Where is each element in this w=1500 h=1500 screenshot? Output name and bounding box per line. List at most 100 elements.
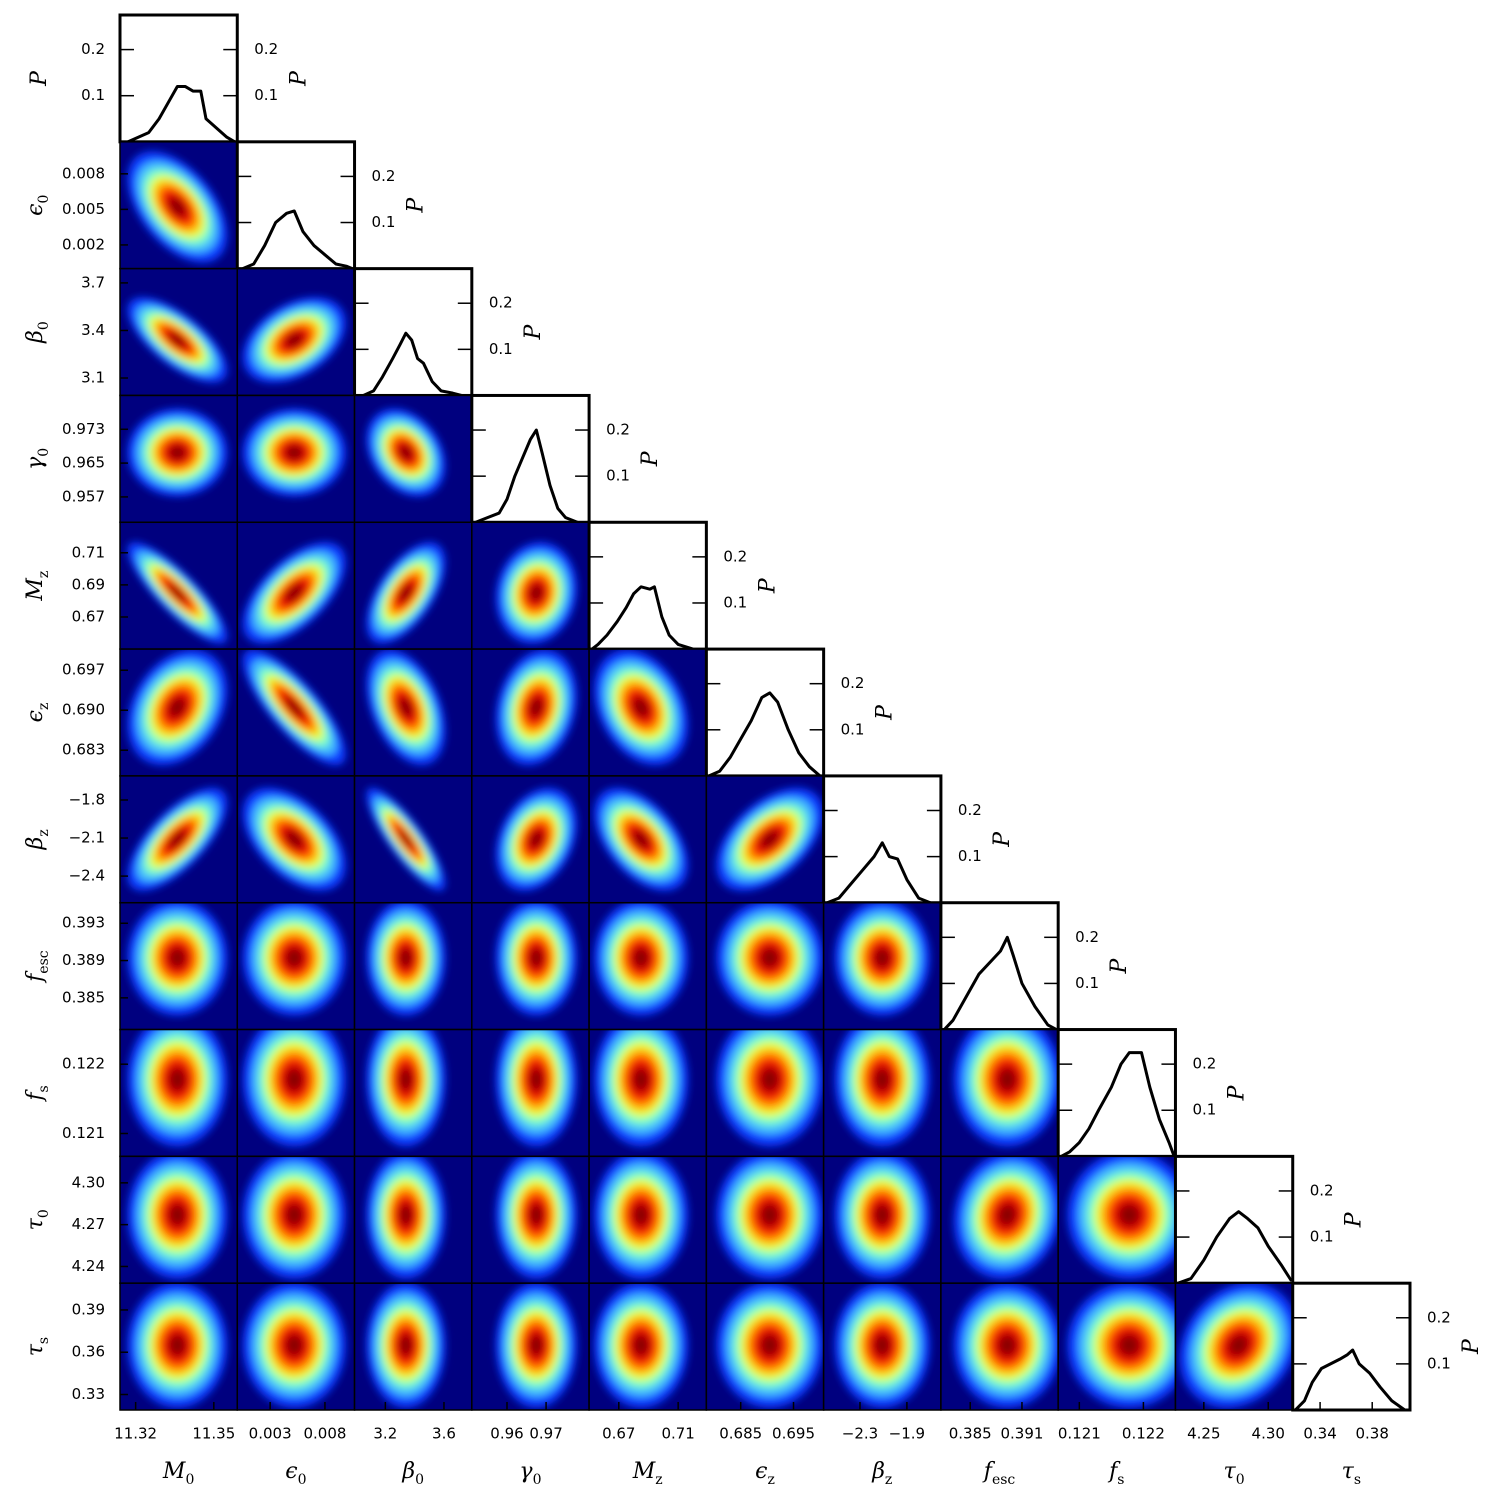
p-tick-label: 0.1 bbox=[1075, 974, 1099, 992]
x-tick-label: 0.97 bbox=[529, 1425, 562, 1443]
subscript: z bbox=[767, 1472, 774, 1488]
axis-label: fs bbox=[23, 1085, 52, 1102]
subscript: z bbox=[36, 703, 52, 710]
density-panel bbox=[594, 902, 689, 1016]
marginal-curve bbox=[362, 331, 462, 397]
density-level bbox=[286, 1069, 303, 1090]
x-tick-label: 0.34 bbox=[1303, 1425, 1336, 1443]
density bbox=[242, 542, 346, 644]
diag-panel bbox=[704, 647, 826, 778]
density bbox=[127, 297, 228, 383]
density-level bbox=[761, 948, 779, 967]
diag-panel bbox=[118, 13, 239, 144]
p-label: P bbox=[638, 450, 663, 467]
density bbox=[127, 1156, 228, 1279]
density bbox=[495, 542, 577, 644]
density-panel bbox=[127, 787, 228, 891]
density bbox=[366, 1283, 446, 1409]
subscript: 0 bbox=[415, 1472, 424, 1488]
x-tick-label: 0.96 bbox=[490, 1425, 523, 1443]
density-panel bbox=[366, 1156, 446, 1279]
x-tick-label: 4.30 bbox=[1252, 1425, 1285, 1443]
density-level bbox=[998, 1335, 1016, 1355]
density bbox=[716, 1156, 824, 1279]
density-panel bbox=[834, 1029, 931, 1147]
p-label: P bbox=[27, 70, 52, 87]
density bbox=[495, 649, 577, 766]
axis-label: β0 bbox=[401, 1459, 424, 1488]
density bbox=[716, 787, 824, 891]
y-tick-label: 0.005 bbox=[62, 200, 105, 218]
x-tick-label: 0.121 bbox=[1058, 1425, 1101, 1443]
y-tick-label: −2.1 bbox=[69, 829, 105, 847]
subscript: s bbox=[1117, 1472, 1124, 1488]
diag-panel bbox=[587, 520, 708, 651]
density-panel bbox=[127, 297, 228, 383]
density-panel bbox=[953, 1283, 1059, 1409]
density-level bbox=[286, 333, 303, 347]
density-panel bbox=[242, 542, 346, 644]
axis-label: fesc bbox=[982, 1459, 1016, 1488]
p-label: P bbox=[286, 70, 311, 87]
axis-label: τs bbox=[23, 1337, 52, 1356]
density-level bbox=[286, 445, 303, 460]
density bbox=[366, 542, 446, 644]
density-level bbox=[633, 1335, 649, 1355]
y-tick-label: 0.957 bbox=[62, 487, 105, 505]
density-level bbox=[530, 698, 543, 717]
diag-panel bbox=[1173, 1154, 1295, 1285]
symbol: ϵ bbox=[285, 1459, 297, 1484]
density bbox=[366, 1029, 446, 1147]
density-level bbox=[530, 831, 543, 848]
density-panel bbox=[594, 1283, 689, 1409]
p-tick-label: 0.2 bbox=[254, 40, 278, 58]
axis-label: ϵz bbox=[23, 703, 52, 723]
density bbox=[953, 1156, 1059, 1279]
density-panel bbox=[1179, 1283, 1293, 1409]
marginal-curve bbox=[708, 691, 821, 778]
density-panel bbox=[953, 1156, 1059, 1279]
marginal-curve bbox=[826, 841, 931, 905]
symbol: ϵ bbox=[23, 710, 48, 722]
symbol: ϵ bbox=[755, 1459, 767, 1484]
y-tick-label: −2.4 bbox=[69, 867, 105, 885]
density-panel bbox=[495, 902, 577, 1016]
marginal-curve bbox=[943, 935, 1058, 1031]
density-level bbox=[633, 1069, 649, 1090]
p-tick-label: 0.2 bbox=[1427, 1308, 1451, 1326]
density-level bbox=[399, 948, 412, 967]
p-tick-label: 0.2 bbox=[1310, 1181, 1334, 1199]
density-level bbox=[169, 948, 186, 967]
p-label: P bbox=[521, 323, 546, 340]
density bbox=[127, 408, 228, 497]
x-tick-label: 0.71 bbox=[661, 1425, 694, 1443]
density-level bbox=[286, 585, 303, 601]
density-panel bbox=[594, 787, 689, 891]
density-panel bbox=[127, 649, 228, 766]
x-tick-label: 0.008 bbox=[303, 1425, 346, 1443]
density bbox=[594, 1156, 689, 1279]
p-label: P bbox=[990, 831, 1015, 848]
subscript: 0 bbox=[36, 321, 52, 330]
density-panel bbox=[495, 1029, 577, 1147]
density-level bbox=[169, 333, 186, 347]
density-level bbox=[169, 1204, 186, 1225]
density bbox=[716, 902, 824, 1016]
density-level bbox=[399, 585, 412, 601]
y-tick-label: 4.27 bbox=[72, 1215, 105, 1233]
y-tick-label: 0.002 bbox=[62, 235, 105, 253]
y-tick-label: 0.389 bbox=[62, 951, 105, 969]
marginal-curve bbox=[1177, 1210, 1293, 1285]
subscript: 0 bbox=[36, 448, 52, 457]
symbol: τ bbox=[1224, 1459, 1237, 1484]
density-panel bbox=[834, 1283, 931, 1409]
density-panel bbox=[127, 1156, 228, 1279]
density bbox=[834, 1283, 931, 1409]
density bbox=[242, 297, 346, 383]
density-level bbox=[399, 698, 412, 717]
subscript: z bbox=[655, 1472, 662, 1488]
diag-panel bbox=[470, 393, 591, 524]
y-tick-label: 3.1 bbox=[81, 369, 105, 387]
density-level bbox=[761, 1335, 779, 1355]
